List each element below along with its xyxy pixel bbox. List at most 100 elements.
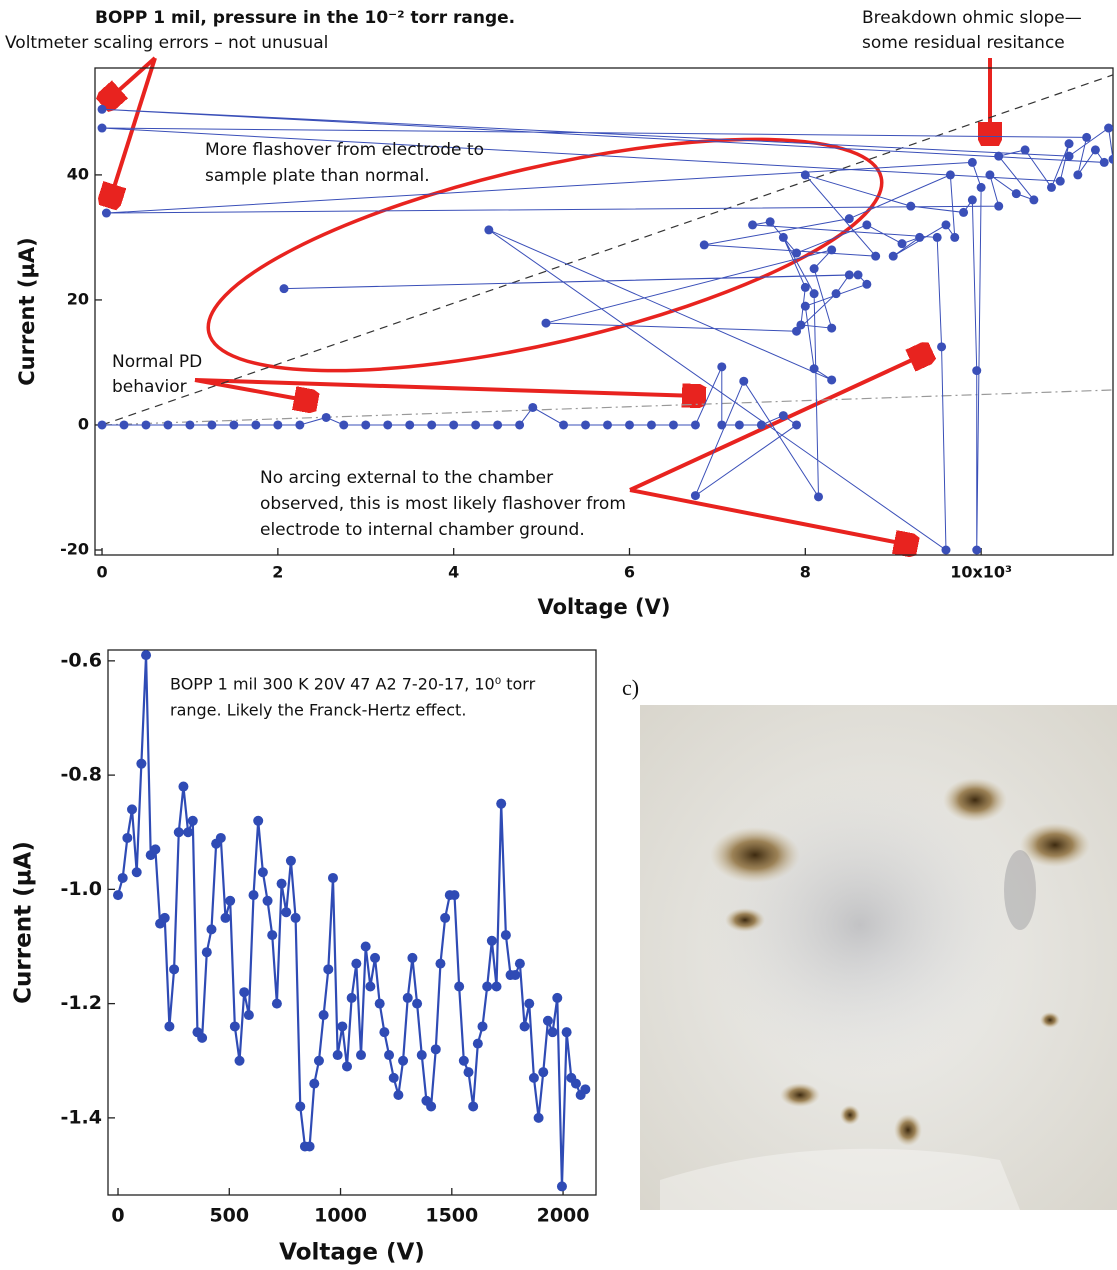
x-tick-label: 2000 (537, 1205, 590, 1227)
data-point (131, 867, 142, 878)
data-point (173, 827, 184, 838)
data-point (113, 890, 124, 901)
x-tick-label: 10x10³ (950, 563, 1012, 582)
data-point (449, 420, 459, 430)
data-point (800, 301, 810, 311)
x-tick-label: 2 (272, 563, 283, 582)
y-tick-label: 20 (67, 289, 89, 308)
data-point (229, 420, 239, 430)
data-point (141, 650, 152, 661)
data-point (327, 872, 338, 883)
chart-bottom: -0.6 -0.8 -1.0 -1.2 -1.4 0 500 1000 1500 2000 Volt… (11, 649, 597, 1266)
data-point (484, 225, 494, 235)
data-point (383, 420, 393, 430)
data-point (827, 245, 837, 255)
data-point (273, 420, 283, 430)
annotation: observed, this is most likely flashover … (260, 494, 626, 514)
data-point (393, 1090, 404, 1101)
data-point (304, 1141, 315, 1152)
annotation: BOPP 1 mil 300 K 20V 47 A2 7-20-17, 10⁰ … (170, 675, 536, 694)
data-point (435, 958, 446, 969)
data-point (792, 420, 802, 430)
data-point (542, 1015, 553, 1026)
data-point (164, 1021, 175, 1032)
data-point (361, 420, 371, 430)
data-point (220, 912, 231, 923)
annotation: Breakdown ohmic slope— (862, 8, 1082, 28)
annotation: Normal PD (112, 352, 202, 372)
chart-title: BOPP 1 mil, pressure in the 10⁻² torr ra… (95, 8, 515, 28)
data-point (985, 170, 995, 180)
data-point (603, 420, 613, 430)
data-point (580, 1084, 591, 1095)
annotation: sample plate than normal. (205, 166, 430, 186)
plot-area (97, 74, 1113, 555)
data-point (778, 232, 788, 242)
data-point (185, 420, 195, 430)
annotation: electrode to internal chamber ground. (260, 520, 585, 540)
data-point (1064, 139, 1074, 149)
data-point (201, 947, 212, 958)
data-point (290, 912, 301, 923)
data-point (897, 239, 907, 249)
data-point (491, 981, 502, 992)
x-tick-label: 8 (800, 563, 811, 582)
data-point (178, 781, 189, 792)
y-tick-label: 0 (78, 414, 89, 433)
y-tick-label: 40 (67, 164, 89, 183)
data-point (430, 1044, 441, 1055)
data-point (215, 832, 226, 843)
data-point (739, 376, 749, 386)
data-point (163, 420, 173, 430)
data-point (519, 1021, 530, 1032)
data-point (827, 375, 837, 385)
data-point (862, 279, 872, 289)
data-point (844, 270, 854, 280)
data-point (514, 958, 525, 969)
data-point (253, 815, 264, 826)
data-point (690, 491, 700, 501)
annotation: behavior (112, 377, 187, 397)
data-point (950, 232, 960, 242)
data-point (150, 844, 161, 855)
data-point (1073, 170, 1083, 180)
y-tick-label: -1.2 (60, 992, 102, 1014)
data-point (541, 318, 551, 328)
data-point (792, 326, 802, 336)
data-point (1090, 145, 1100, 155)
data-point (515, 420, 525, 430)
data-point (482, 981, 493, 992)
data-point (379, 1027, 390, 1038)
data-point (1011, 189, 1021, 199)
data-point (552, 992, 563, 1003)
annotation: No arcing external to the chamber (260, 468, 553, 488)
data-point (243, 1010, 254, 1021)
data-point (426, 1101, 437, 1112)
data-point (800, 170, 810, 180)
data-point (570, 1078, 581, 1089)
data-point (809, 289, 819, 299)
data-point (187, 815, 198, 826)
data-point (407, 952, 418, 963)
data-point (122, 832, 133, 843)
y-tick-label: -1.4 (60, 1106, 102, 1128)
data-point (967, 157, 977, 167)
annotation: Voltmeter scaling errors – not unusual (5, 33, 328, 53)
data-point (796, 320, 806, 330)
data-point (384, 1050, 395, 1061)
data-point (279, 284, 289, 294)
data-point (449, 890, 460, 901)
data-point (556, 1181, 567, 1192)
data-point (281, 907, 292, 918)
data-point (699, 240, 709, 250)
data-point (915, 232, 925, 242)
data-point (271, 998, 282, 1009)
data-point (581, 420, 591, 430)
data-point (809, 364, 819, 374)
data-point (972, 545, 982, 555)
data-point (323, 964, 334, 975)
data-point (402, 992, 413, 1003)
x-tick-label: 500 (209, 1205, 249, 1227)
panel-label: c) (622, 675, 639, 700)
data-point (267, 930, 278, 941)
